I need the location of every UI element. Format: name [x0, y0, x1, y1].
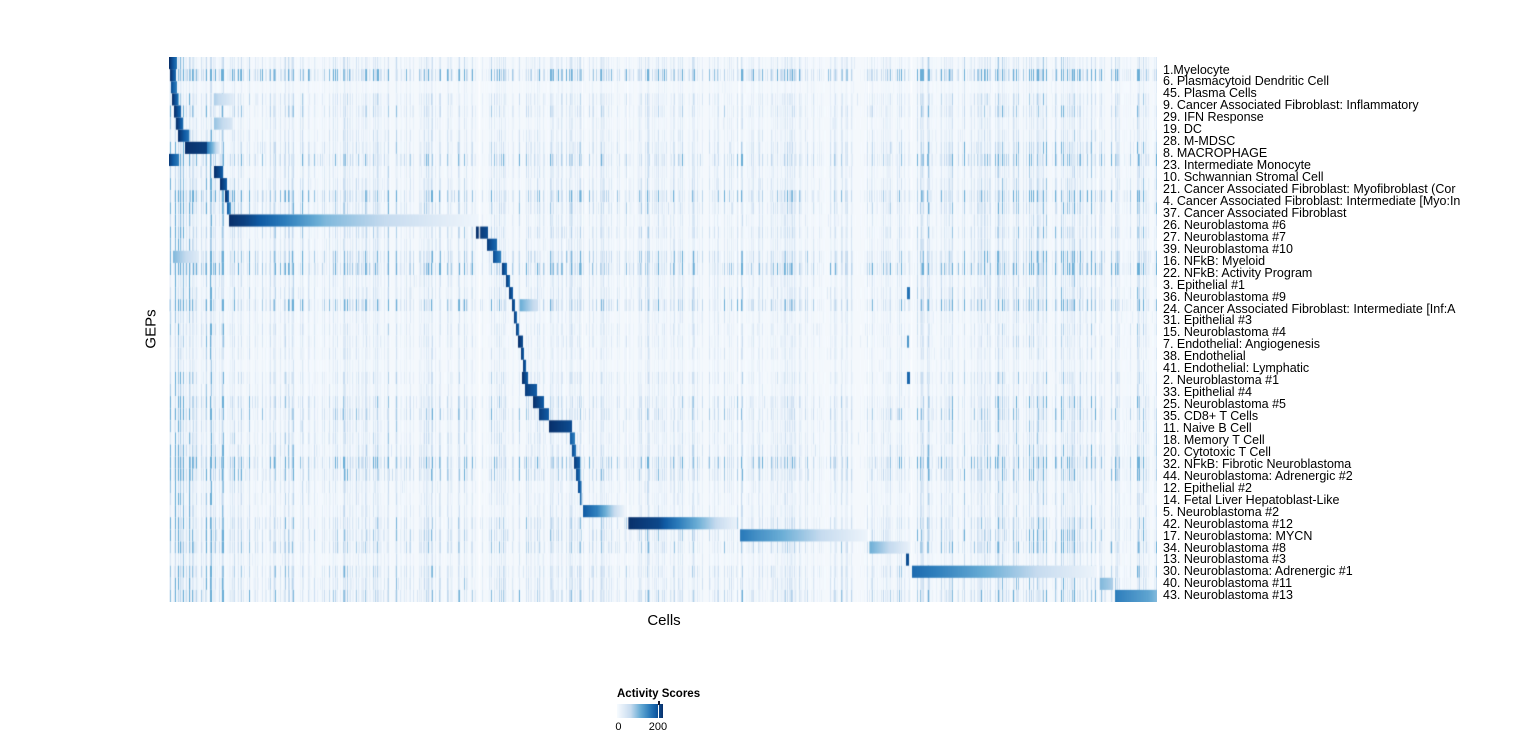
legend-tick-label: 200	[648, 721, 668, 733]
legend-tick-labels: 0 200	[615, 721, 667, 734]
gep-row-label: 45. Plasma Cells	[1163, 86, 1257, 101]
gep-row-label: 15. Neuroblastoma #4	[1163, 325, 1286, 340]
gep-row-label: 37. Cancer Associated Fibroblast	[1163, 205, 1347, 220]
y-axis-label: GEPs	[142, 309, 160, 349]
x-axis-label: Cells	[647, 612, 681, 629]
gep-row-label: 42. Neuroblastoma #12	[1163, 516, 1293, 531]
gep-row-label: 10. Schwannian Stromal Cell	[1163, 170, 1324, 185]
gep-row-label: 28. M-MDSC	[1163, 134, 1236, 149]
gep-row-label: 17. Neuroblastoma: MYCN	[1163, 528, 1313, 543]
gep-row-label: 23. Intermediate Monocyte	[1163, 158, 1311, 173]
gep-row-label: 38. Endothelial	[1163, 349, 1246, 364]
gep-row-label: 8. MACROPHAGE	[1163, 146, 1268, 161]
gep-row-label: 7. Endothelial: Angiogenesis	[1163, 337, 1321, 352]
gep-row-label: 44. Neuroblastoma: Adrenergic #2	[1163, 468, 1353, 483]
gep-row-label: 2. Neuroblastoma #1	[1163, 373, 1280, 388]
activity-scores-legend: Activity Scores 0 200	[615, 688, 757, 734]
gep-row-label: 35. CD8+ T Cells	[1163, 409, 1259, 424]
heatmap-matrix	[169, 57, 1157, 602]
gep-row-label: 4. Cancer Associated Fibroblast: Interme…	[1163, 193, 1461, 208]
gep-row-label: 18. Memory T Cell	[1163, 432, 1265, 447]
legend-tick-label: 0	[615, 721, 622, 733]
legend-tick-notch	[657, 701, 660, 705]
gep-row-label: 32. NFkB: Fibrotic Neuroblastoma	[1163, 456, 1352, 471]
gep-row-label: 33. Epithelial #4	[1163, 385, 1252, 400]
gep-row-label: 5. Neuroblastoma #2	[1163, 504, 1280, 519]
gep-row-label: 43. Neuroblastoma #13	[1163, 588, 1293, 603]
gep-row-label: 39. Neuroblastoma #10	[1163, 241, 1293, 256]
legend-title: Activity Scores	[617, 688, 701, 700]
gep-row-label: 20. Cytotoxic T Cell	[1163, 444, 1271, 459]
gep-row-label: 41. Endothelial: Lymphatic	[1163, 361, 1310, 376]
gep-row-label: 13. Neuroblastoma #3	[1163, 552, 1286, 567]
gep-row-label: 16. NFkB: Myeloid	[1163, 253, 1266, 268]
legend-tick-mark	[657, 704, 660, 718]
gep-row-label: 19. DC	[1163, 122, 1202, 137]
gep-row-label: 22. NFkB: Activity Program	[1163, 265, 1313, 280]
gep-row-label: 25. Neuroblastoma #5	[1163, 397, 1286, 412]
gep-row-label: 12. Epithelial #2	[1163, 480, 1252, 495]
gep-row-label: 27. Neuroblastoma #7	[1163, 229, 1286, 244]
gep-row-label: 29. IFN Response	[1163, 110, 1264, 125]
gep-row-label: 1.Myelocyte	[1163, 62, 1230, 77]
gep-row-label: 9. Cancer Associated Fibroblast: Inflamm…	[1163, 98, 1419, 113]
gep-row-labels: 1.Myelocyte 6. Plasmacytoid Dendritic Cel…	[1163, 0, 1540, 743]
gep-row-label: 40. Neuroblastoma #11	[1163, 576, 1293, 591]
gep-row-label: 11. Naive B Cell	[1163, 421, 1252, 435]
legend-colorbar	[617, 701, 663, 718]
gep-row-label: 36. Neuroblastoma #9	[1163, 289, 1286, 304]
gep-row-label: 14. Fetal Liver Hepatoblast-Like	[1163, 492, 1340, 507]
gep-row-label: 21. Cancer Associated Fibroblast: Myofib…	[1163, 182, 1456, 196]
gep-row-label: 3. Epithelial #1	[1163, 277, 1246, 292]
gep-row-label: 24. Cancer Associated Fibroblast: Interm…	[1163, 301, 1456, 316]
gep-row-label: 26. Neuroblastoma #6	[1163, 217, 1286, 232]
gep-row-label: 34. Neuroblastoma #8	[1163, 540, 1286, 555]
gep-row-label: 6. Plasmacytoid Dendritic Cell	[1163, 74, 1330, 89]
gep-row-label: 31. Epithelial #3	[1163, 313, 1252, 328]
gep-row-label: 30. Neuroblastoma: Adrenergic #1	[1163, 564, 1353, 579]
